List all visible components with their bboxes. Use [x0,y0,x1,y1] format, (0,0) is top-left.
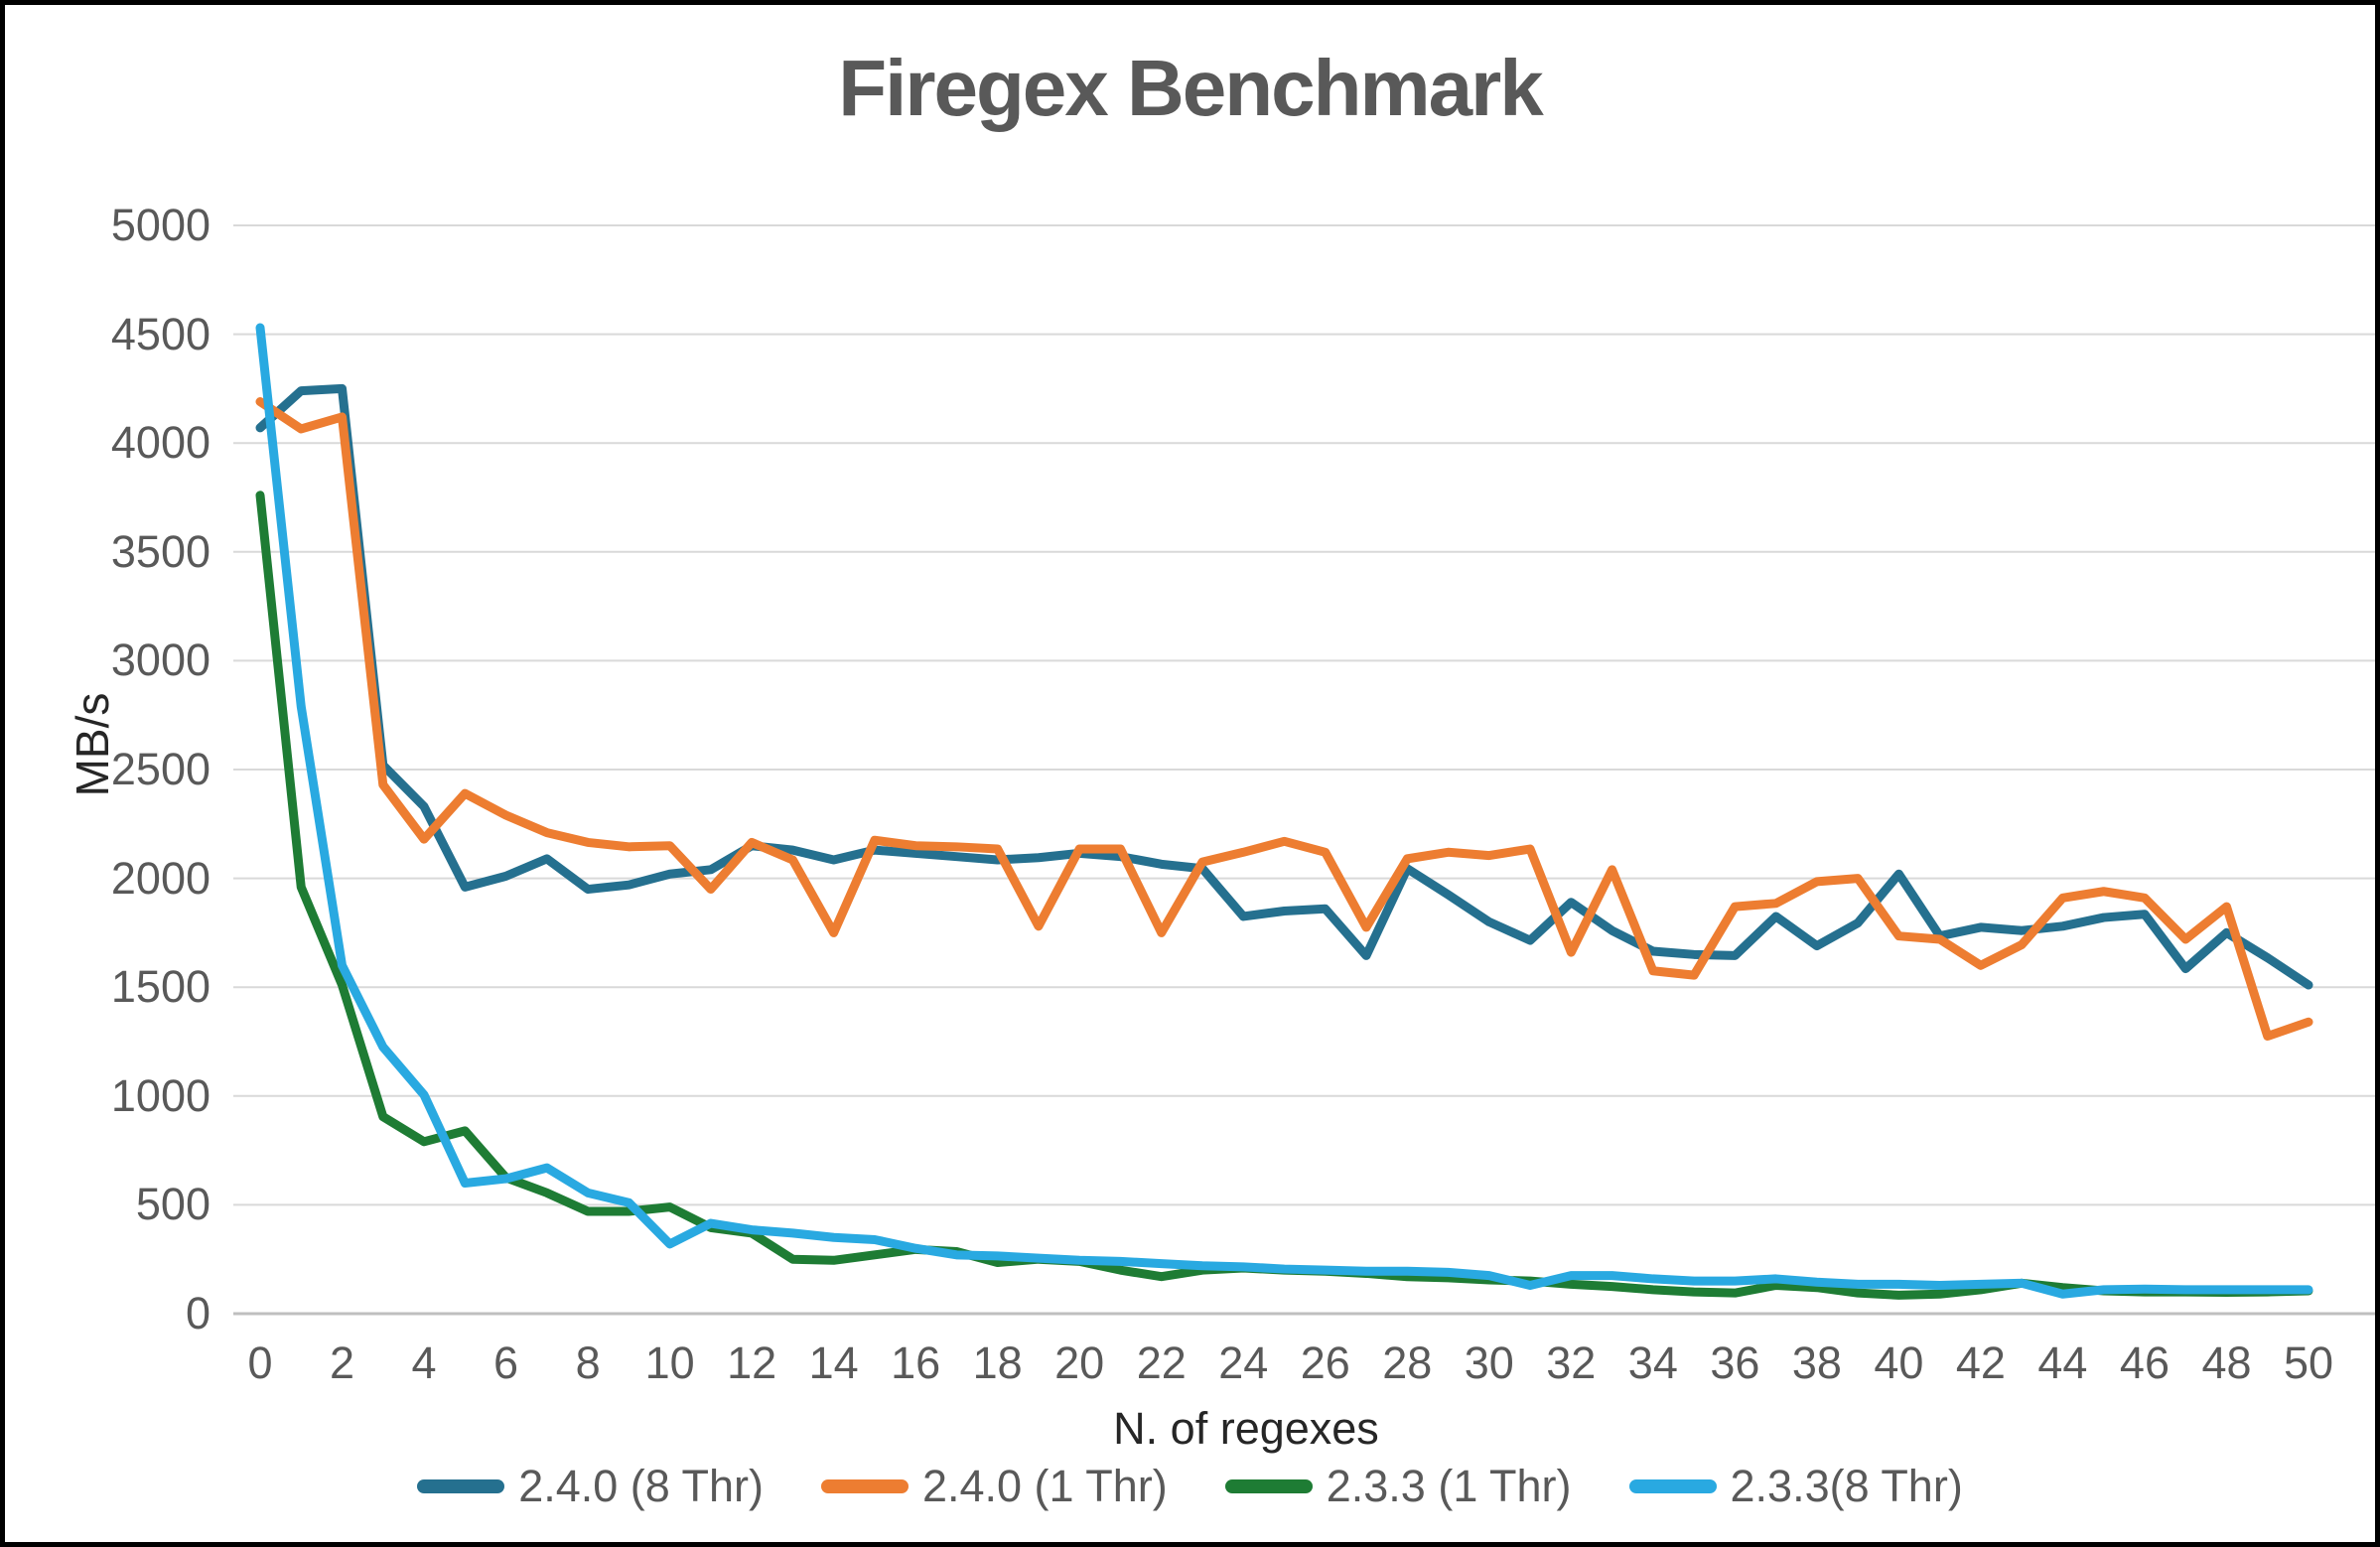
x-tick-label: 46 [2119,1337,2170,1388]
x-tick-label: 16 [891,1337,941,1388]
y-tick-label: 0 [185,1288,210,1338]
x-tick-label: 24 [1218,1337,1269,1388]
series-line-2-3-3-8-thr- [255,323,2313,1299]
x-tick-label: 8 [575,1337,601,1388]
x-tick-label: 38 [1791,1337,1842,1388]
x-tick-label: 22 [1136,1337,1187,1388]
x-tick-label: 50 [2283,1337,2334,1388]
x-tick-label: 18 [972,1337,1023,1388]
y-tick-label: 5000 [110,200,210,250]
x-tick-label: 32 [1546,1337,1597,1388]
legend-item: 2.3.3 (1 Thr) [1224,1461,1572,1512]
y-tick-label: 2000 [110,852,210,904]
x-tick-label: 10 [644,1337,695,1388]
legend-label: 2.3.3 (1 Thr) [1326,1461,1572,1511]
chart-title: Firegex Benchmark [838,44,1544,132]
legend-item: 2.4.0 (8 Thr) [417,1461,764,1512]
x-tick-label: 44 [2037,1337,2088,1388]
x-tick-label: 30 [1464,1337,1514,1388]
y-tick-label: 3000 [110,634,210,686]
x-tick-label: 40 [1874,1337,1924,1388]
legend-swatch-icon [1224,1479,1313,1493]
legend-swatch-icon [820,1479,909,1493]
x-tick-label: 48 [2201,1337,2252,1388]
y-tick-label: 1000 [110,1069,210,1121]
y-tick-label: 4500 [110,308,210,359]
legend-label: 2.3.3(8 Thr) [1730,1461,1963,1511]
legend-swatch-icon [1628,1479,1717,1493]
y-axis-title: MB/s [67,692,118,797]
legend-label: 2.4.0 (1 Thr) [921,1461,1168,1511]
y-tick-label: 1500 [110,961,210,1013]
y-tick-label: 3500 [110,525,210,577]
x-tick-label: 4 [411,1337,437,1388]
legend-label: 2.4.0 (8 Thr) [518,1461,764,1511]
y-tick-label: 4000 [110,417,210,469]
x-tick-label: 14 [808,1337,859,1388]
legend-swatch-icon [417,1479,505,1493]
x-tick-label: 6 [493,1337,519,1388]
series-line-2-4-0-1-thr- [255,397,2313,1042]
x-tick-label: 0 [247,1337,273,1388]
y-tick-label: 500 [135,1179,210,1230]
x-tick-label: 12 [727,1337,777,1388]
line-chart [233,224,2375,1316]
x-tick-label: 42 [1955,1337,2006,1388]
x-tick-label: 2 [330,1337,355,1388]
legend-item: 2.4.0 (1 Thr) [820,1461,1168,1512]
x-tick-label: 20 [1054,1337,1105,1388]
x-tick-label: 34 [1627,1337,1678,1388]
x-tick-label: 28 [1382,1337,1433,1388]
x-tick-label: 36 [1710,1337,1760,1388]
x-axis-title: N. of regexes [1113,1403,1379,1454]
legend-item: 2.3.3(8 Thr) [1628,1461,1963,1512]
series-line-2-4-0-8-thr- [255,383,2313,990]
y-tick-label: 2500 [110,744,210,794]
x-tick-label: 26 [1300,1337,1350,1388]
legend: 2.4.0 (8 Thr) 2.4.0 (1 Thr) 2.3.3 (1 Thr… [5,1461,2375,1512]
